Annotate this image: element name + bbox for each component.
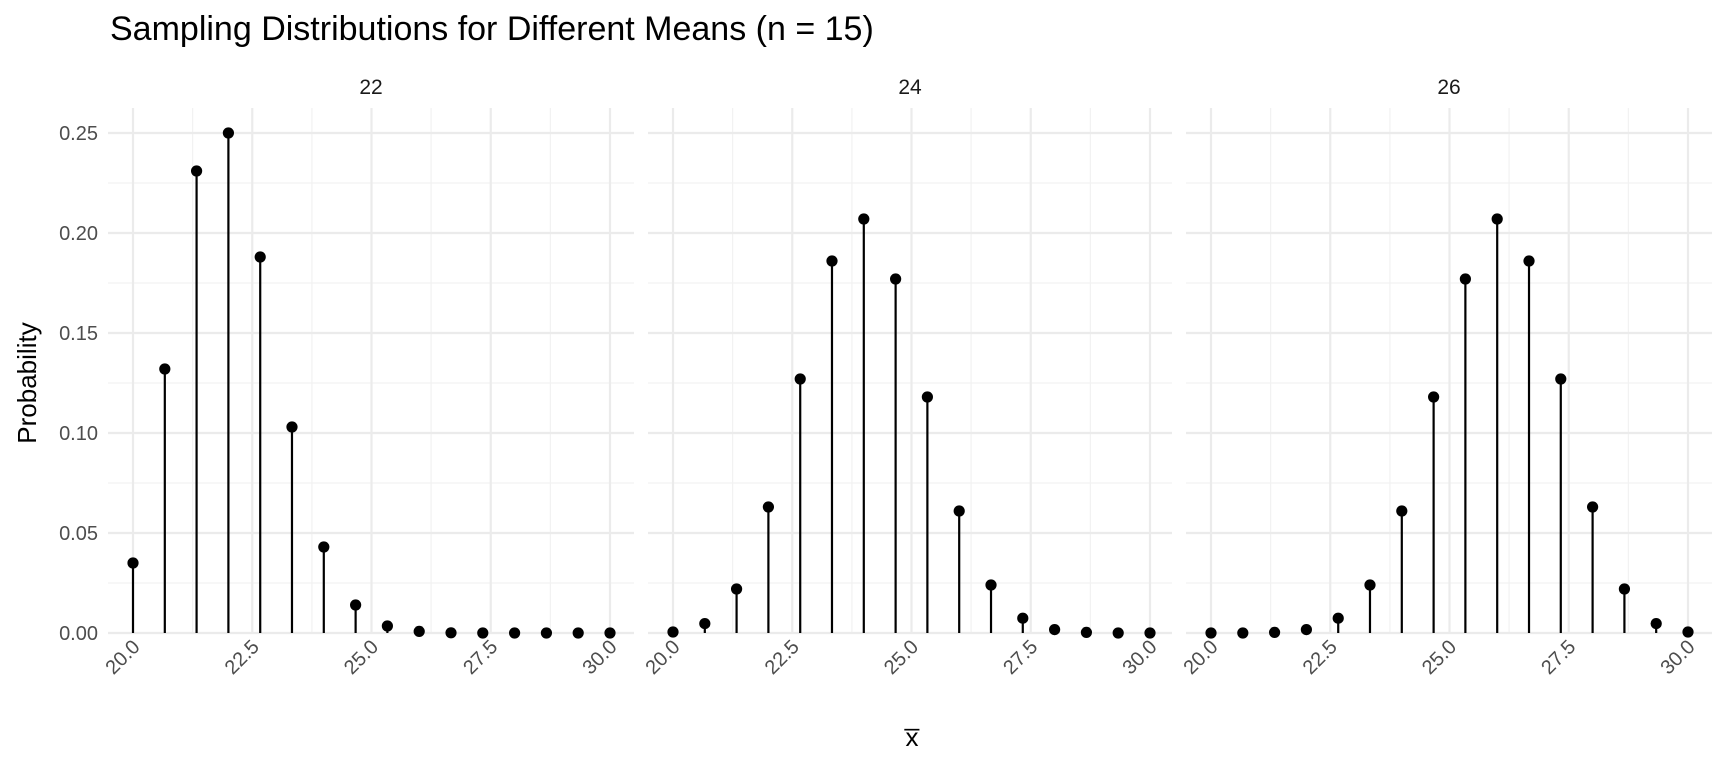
lollipop-point xyxy=(1650,618,1662,630)
lollipop-point xyxy=(1682,626,1694,638)
x-tick-label: 20.0 xyxy=(1179,636,1222,679)
lollipop-point xyxy=(254,251,266,263)
chart-title: Sampling Distributions for Different Mea… xyxy=(110,10,874,48)
y-tick-label: 0.05 xyxy=(59,523,98,545)
x-tick-label: 22.5 xyxy=(1299,636,1342,679)
lollipop-point xyxy=(1205,627,1217,639)
marks-layer xyxy=(127,127,1694,639)
lollipop-point xyxy=(1523,255,1535,267)
lollipop-point xyxy=(604,627,616,639)
x-tick-label: 20.0 xyxy=(101,636,144,679)
lollipop-point xyxy=(1364,579,1376,591)
lollipop-point xyxy=(1555,373,1567,385)
x-tick-label: 27.5 xyxy=(459,636,502,679)
lollipop-point xyxy=(921,391,933,403)
lollipop-point xyxy=(445,627,457,639)
lollipop-point xyxy=(1587,501,1599,513)
lollipop-point xyxy=(762,501,775,513)
lollipop-point xyxy=(1491,213,1503,225)
lollipop-point xyxy=(1144,627,1156,639)
lollipop-point xyxy=(794,373,806,385)
x-tick-label: 22.5 xyxy=(221,636,264,679)
lollipop-point xyxy=(318,541,330,553)
x-tick-label: 30.0 xyxy=(578,636,621,679)
x-tick-label: 27.5 xyxy=(1537,636,1580,679)
x-tick-label: 25.0 xyxy=(1418,636,1461,679)
lollipop-point xyxy=(730,583,743,595)
lollipop-point xyxy=(286,421,298,433)
lollipop-point xyxy=(1459,273,1471,285)
lollipop-point xyxy=(540,627,553,639)
lollipop-point xyxy=(1428,391,1440,403)
lollipop-point xyxy=(1049,624,1061,636)
x-tick-label: 30.0 xyxy=(1656,636,1699,679)
lollipop-point xyxy=(190,165,203,177)
lollipop-point xyxy=(1112,627,1124,639)
lollipop-point xyxy=(1080,626,1093,639)
lollipop-point xyxy=(477,627,489,639)
grid-layer xyxy=(108,108,1712,635)
lollipop-point xyxy=(572,627,584,639)
y-tick-label: 0.20 xyxy=(59,223,98,245)
lollipop-point xyxy=(953,505,965,517)
lollipop-point xyxy=(858,213,870,225)
x-tick-label: 20.0 xyxy=(641,636,684,679)
lollipop-point xyxy=(159,363,171,375)
y-tick-label: 0.15 xyxy=(59,323,98,345)
lollipop-point xyxy=(1017,612,1029,624)
lollipop-point xyxy=(1332,612,1344,624)
lollipop-point xyxy=(890,273,902,285)
x-tick-label: 25.0 xyxy=(880,636,923,679)
y-tick-label: 0.25 xyxy=(59,123,98,145)
lollipop-point xyxy=(222,127,234,139)
lollipop-point xyxy=(381,620,393,632)
facet-label: 24 xyxy=(898,76,922,99)
lollipop-point xyxy=(699,618,711,630)
x-tick-label: 27.5 xyxy=(999,636,1042,679)
x-tick-label: 30.0 xyxy=(1118,636,1161,679)
lollipop-point xyxy=(1396,505,1408,517)
y-axis-title: Probability xyxy=(12,322,42,443)
lollipop-point xyxy=(1300,624,1312,636)
x-tick-label: 25.0 xyxy=(340,636,383,679)
lollipop-point xyxy=(667,626,679,638)
x-tick-label: 22.5 xyxy=(761,636,804,679)
lollipop-point xyxy=(1618,583,1631,595)
facet-label: 26 xyxy=(1437,76,1460,99)
y-tick-label: 0.00 xyxy=(59,623,98,645)
lollipop-point xyxy=(1268,626,1281,639)
label-layer: 22 20.0 22.5 25.0 27.5 30.0 24 20.0 22.5 25.0 27.5… xyxy=(59,76,1699,679)
lollipop-point xyxy=(1237,627,1249,639)
lollipop-point xyxy=(350,599,362,611)
facet-label: 22 xyxy=(359,76,382,99)
lollipop-point xyxy=(508,627,521,639)
lollipop-point xyxy=(413,625,425,638)
lollipop-point xyxy=(985,579,997,591)
lollipop-point xyxy=(127,557,139,569)
y-tick-label: 0.10 xyxy=(59,423,98,445)
lollipop-point xyxy=(826,255,838,267)
x-axis-title: x̅ xyxy=(904,722,920,752)
